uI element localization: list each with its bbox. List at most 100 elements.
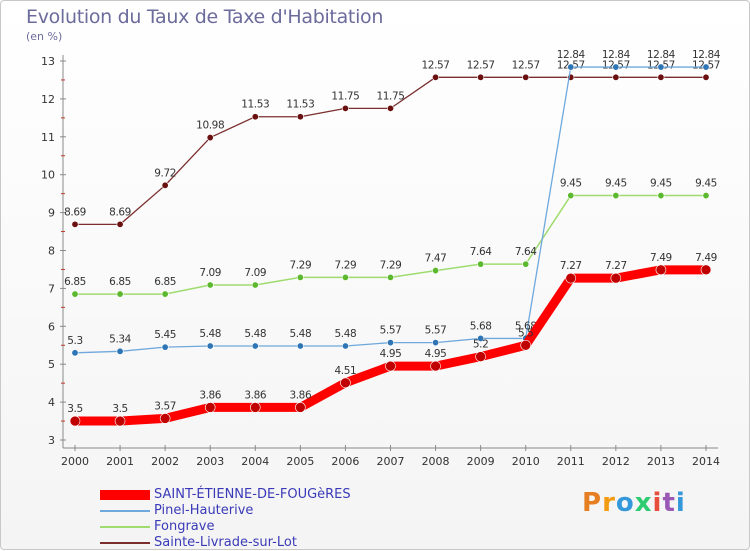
data-point — [432, 73, 440, 81]
y-tick-label: 4 — [48, 396, 55, 409]
data-label: 5.48 — [289, 328, 311, 340]
x-tick-label: 2012 — [602, 455, 630, 468]
data-point — [702, 192, 710, 200]
x-tick-label: 2010 — [512, 455, 540, 468]
data-label: 9.45 — [605, 178, 627, 190]
data-label: 7.27 — [605, 260, 627, 272]
x-tick-label: 2005 — [286, 455, 314, 468]
data-point — [206, 134, 214, 142]
data-label: 8.69 — [109, 206, 131, 218]
data-label: 3.57 — [154, 400, 176, 412]
data-label: 7.27 — [560, 260, 582, 272]
data-label: 7.29 — [335, 259, 357, 271]
data-point — [700, 264, 712, 276]
data-label: 12.84 — [602, 49, 631, 61]
x-tick-label: 2013 — [647, 455, 675, 468]
data-label: 5.34 — [109, 333, 131, 345]
y-tick-label: 13 — [41, 55, 55, 68]
data-point — [161, 181, 169, 189]
data-point — [296, 342, 304, 350]
x-tick-label: 2008 — [422, 455, 450, 468]
data-point — [432, 267, 440, 275]
data-point — [432, 339, 440, 347]
data-label: 9.72 — [154, 167, 176, 179]
data-label: 7.29 — [380, 259, 402, 271]
data-point — [565, 272, 577, 284]
data-point — [340, 377, 351, 389]
data-point — [657, 192, 665, 200]
data-point — [71, 290, 79, 298]
data-point — [477, 334, 485, 342]
data-label: 12.84 — [557, 49, 586, 61]
logo-letter: i — [652, 488, 663, 518]
data-point — [610, 272, 622, 284]
logo-letter: i — [675, 488, 686, 518]
data-label: 9.45 — [560, 178, 582, 190]
data-label: 6.85 — [64, 276, 86, 288]
data-point — [657, 73, 665, 81]
legend-label: Sainte-Livrade-sur-Lot — [154, 535, 297, 550]
data-point — [385, 360, 396, 372]
legend-swatch — [100, 542, 150, 544]
data-label: 4.95 — [425, 348, 447, 360]
data-point — [341, 273, 349, 281]
data-point — [341, 104, 349, 112]
data-point — [159, 413, 171, 424]
data-label: 7.64 — [470, 246, 492, 258]
x-tick-label: 2011 — [557, 455, 585, 468]
x-tick-label: 2006 — [331, 455, 359, 468]
data-label: 5.2 — [473, 339, 489, 351]
x-tick-label: 2001 — [106, 455, 134, 468]
chart-unit-label: (en %) — [26, 30, 63, 43]
data-point — [71, 220, 79, 228]
y-tick-label: 12 — [41, 93, 55, 106]
logo-letter: P — [582, 488, 603, 518]
x-tick-label: 2000 — [61, 455, 89, 468]
data-label: 11.75 — [331, 90, 359, 102]
data-label: 9.45 — [695, 178, 717, 190]
data-point — [251, 342, 259, 350]
data-label: 7.64 — [515, 246, 537, 258]
data-point — [612, 73, 620, 81]
x-tick-label: 2007 — [377, 455, 405, 468]
data-label: 5.48 — [335, 328, 357, 340]
data-point — [386, 273, 394, 281]
data-point — [522, 73, 530, 81]
data-label: 12.57 — [512, 59, 540, 71]
proxiti-logo: Proxiti — [582, 488, 686, 518]
data-point — [386, 339, 394, 347]
data-label: 5.57 — [380, 325, 402, 337]
x-tick-label: 2004 — [241, 455, 269, 468]
y-tick-label: 5 — [48, 358, 55, 371]
data-point — [475, 351, 486, 362]
data-point — [69, 415, 81, 427]
data-label: 7.47 — [425, 253, 447, 265]
data-point — [114, 415, 126, 427]
data-point — [161, 290, 169, 298]
data-label: 5.57 — [425, 325, 447, 337]
data-label: 10.98 — [196, 120, 224, 132]
data-label: 5.68 — [470, 320, 492, 332]
data-point — [477, 73, 485, 81]
data-label: 11.75 — [376, 90, 404, 102]
legend-label: SAINT-ÉTIENNE-DE-FOUGèRES — [154, 487, 351, 502]
data-point — [567, 63, 575, 71]
data-label: 5.45 — [154, 329, 176, 341]
data-label: 7.29 — [289, 259, 311, 271]
data-label: 12.84 — [647, 49, 676, 61]
data-point — [251, 113, 259, 121]
data-label: 7.49 — [695, 252, 717, 264]
data-point — [296, 273, 304, 281]
data-label: 8.69 — [64, 206, 86, 218]
data-point — [341, 342, 349, 350]
x-tick-label: 2003 — [196, 455, 224, 468]
data-point — [612, 192, 620, 200]
data-label: 3.86 — [199, 389, 221, 401]
x-tick-label: 2014 — [692, 455, 720, 468]
x-tick-label: 2009 — [467, 455, 495, 468]
data-point — [116, 347, 124, 355]
data-point — [116, 220, 124, 228]
data-label: 4.51 — [335, 365, 357, 377]
data-point — [204, 402, 216, 413]
